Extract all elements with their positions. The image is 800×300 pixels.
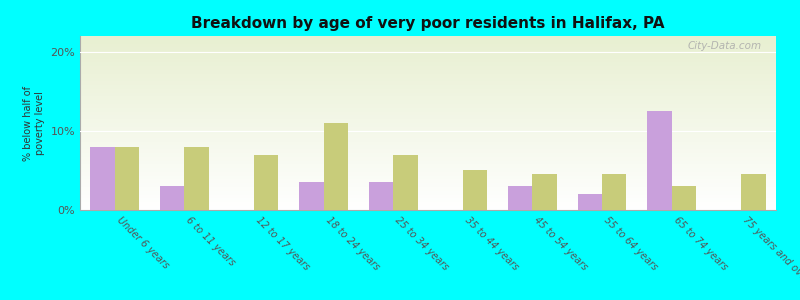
Bar: [672, 186, 696, 210]
Bar: [185, 147, 209, 210]
Bar: [254, 154, 278, 210]
Bar: [369, 182, 394, 210]
Bar: [160, 186, 185, 210]
Bar: [508, 186, 533, 210]
Bar: [533, 174, 557, 210]
Y-axis label: % below half of
poverty level: % below half of poverty level: [23, 85, 45, 160]
Bar: [602, 174, 626, 210]
Bar: [578, 194, 602, 210]
Bar: [742, 174, 766, 210]
Bar: [299, 182, 324, 210]
Bar: [463, 170, 487, 210]
Bar: [323, 123, 348, 210]
Title: Breakdown by age of very poor residents in Halifax, PA: Breakdown by age of very poor residents …: [191, 16, 665, 31]
Bar: [647, 111, 672, 210]
Text: City-Data.com: City-Data.com: [688, 41, 762, 51]
Bar: [90, 147, 115, 210]
Bar: [394, 154, 418, 210]
Bar: [115, 147, 139, 210]
